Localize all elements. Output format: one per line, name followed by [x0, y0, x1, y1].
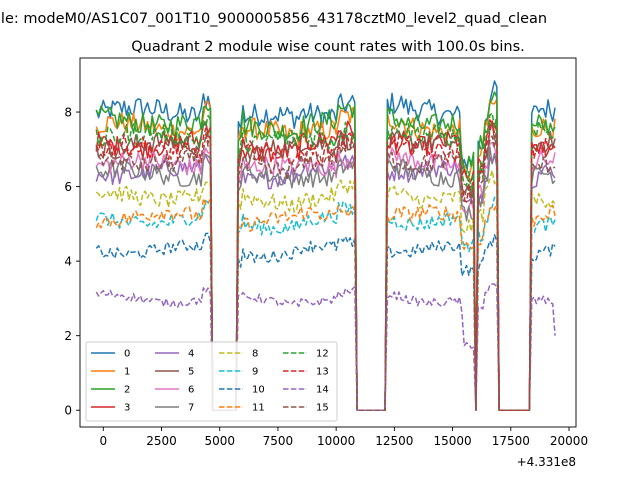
legend-label-12: 12: [316, 349, 329, 360]
y-tick-label-1: 2: [64, 329, 72, 343]
legend-label-11: 11: [252, 403, 265, 414]
x-tick-label-0: 0: [99, 434, 107, 448]
legend-label-3: 3: [124, 403, 130, 414]
x-axis-offset-label: +4.331e8: [517, 455, 576, 469]
y-tick-label-0: 0: [64, 404, 72, 418]
legend-label-1: 1: [124, 367, 130, 378]
legend-label-13: 13: [316, 367, 329, 378]
x-tick-label-8: 20000: [550, 434, 588, 448]
x-tick-label-5: 12500: [375, 434, 413, 448]
x-tick-label-2: 5000: [204, 434, 235, 448]
x-tick-label-4: 10000: [317, 434, 355, 448]
legend-label-10: 10: [252, 385, 265, 396]
legend-label-5: 5: [188, 367, 194, 378]
series-line-0: [95, 80, 556, 411]
chart-title: Quadrant 2 module wise count rates with …: [131, 39, 525, 55]
legend-label-9: 9: [252, 367, 258, 378]
legend-label-4: 4: [188, 349, 194, 360]
x-tick-label-7: 17500: [492, 434, 530, 448]
series-line-14: [95, 283, 556, 411]
legend-label-6: 6: [188, 385, 194, 396]
x-tick-label-1: 2500: [146, 434, 177, 448]
y-axis: 0 2 4 6 8: [64, 106, 80, 418]
series-line-15: [95, 133, 556, 411]
legend-label-2: 2: [124, 385, 130, 396]
legend-label-7: 7: [188, 403, 194, 414]
series-line-11: [95, 197, 556, 411]
axes-frame: [79, 57, 577, 428]
x-axis: 0 2500 5000 7500 10000 12500 15000 17500 20000: [99, 427, 588, 448]
series-line-12: [95, 112, 556, 411]
legend-label-8: 8: [252, 349, 258, 360]
legend-label-15: 15: [316, 403, 329, 414]
y-tick-label-4: 8: [64, 106, 72, 120]
legend-box: [85, 341, 338, 422]
x-tick-label-6: 15000: [433, 434, 471, 448]
legend-label-0: 0: [124, 349, 130, 360]
series-layer: [95, 80, 556, 411]
x-tick-label-3: 7500: [263, 434, 294, 448]
legend-label-14: 14: [316, 385, 329, 396]
y-tick-label-2: 4: [64, 255, 72, 269]
y-tick-label-3: 6: [64, 180, 72, 194]
series-line-10: [95, 232, 556, 411]
series-line-2: [95, 91, 556, 411]
chart-suptitle: n file: modeM0/AS1C07_001T10_9000005856_…: [0, 11, 547, 27]
